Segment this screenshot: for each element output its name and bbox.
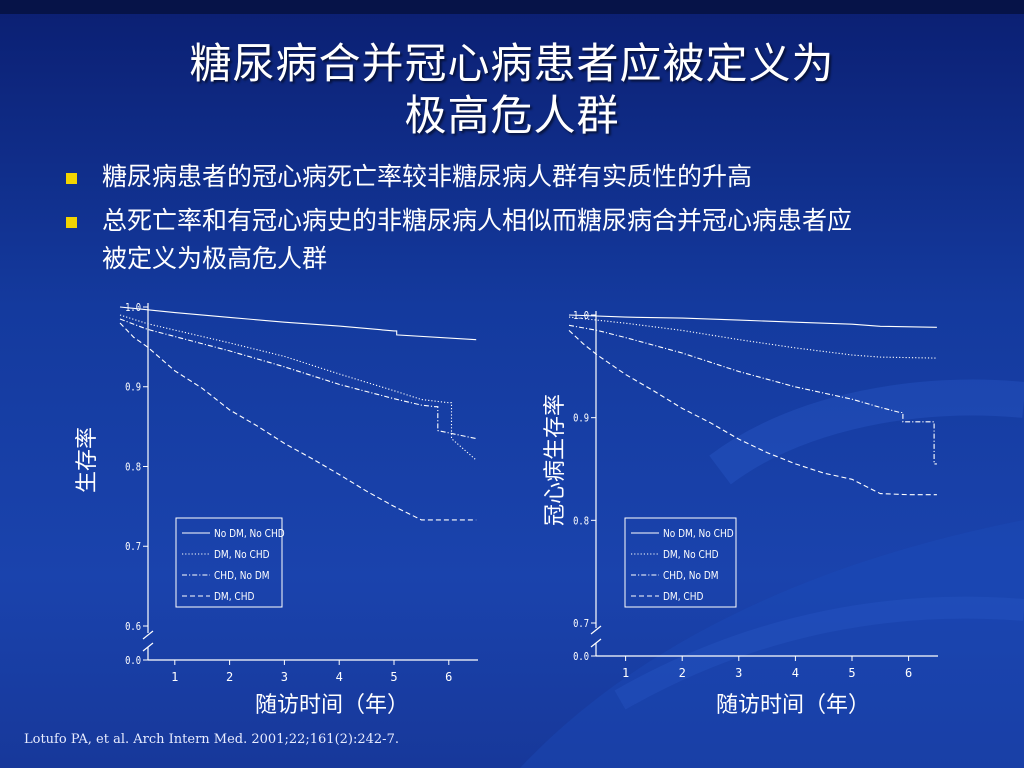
legend-label: DM, No CHD bbox=[214, 549, 270, 561]
y-tick-label: 0.0 bbox=[573, 651, 589, 663]
series-line-dm-chd bbox=[568, 329, 937, 496]
title-line-1: 糖尿病合并冠心病患者应被定义为 bbox=[189, 39, 835, 88]
axis-break-mark bbox=[590, 625, 602, 635]
series-line-dm-no-chd bbox=[568, 316, 937, 359]
series-line-no-dm-no-chd bbox=[568, 314, 937, 328]
y-tick-label: 0.0 bbox=[125, 655, 141, 667]
chart-group: 0.0 0.7 0.8 0.9 1.0 1 2 3 4 5 6 随访时间（年） 冠心病生存率 No DM,… bbox=[543, 310, 938, 718]
legend-label: No DM, No CHD bbox=[214, 528, 285, 540]
legend-label: DM, No CHD bbox=[663, 549, 719, 561]
x-tick-label: 6 bbox=[905, 666, 912, 680]
series-line-no-dm-no-chd bbox=[119, 306, 477, 341]
x-tick-label: 5 bbox=[848, 666, 855, 680]
x-axis-label: 随访时间（年） bbox=[255, 693, 409, 718]
legend: No DM, No CHD DM, No CHD CHD, No DM DM, CHD bbox=[175, 517, 285, 608]
series-line-dm-chd bbox=[119, 322, 477, 521]
square-bullet-icon bbox=[66, 217, 77, 228]
legend-label: DM, CHD bbox=[663, 591, 704, 603]
y-tick-label: 1.0 bbox=[573, 310, 589, 322]
x-tick-label: 3 bbox=[281, 670, 288, 684]
y-tick-label: 0.8 bbox=[573, 515, 589, 527]
legend-box bbox=[624, 517, 737, 608]
x-tick-label: 1 bbox=[171, 670, 178, 684]
series-line-chd-no-dm bbox=[568, 324, 937, 465]
title-line-2: 极高危人群 bbox=[404, 91, 620, 140]
axis-break-mark bbox=[142, 630, 154, 640]
slide-title: 糖尿病合并冠心病患者应被定义为 极高危人群 bbox=[0, 38, 1024, 142]
square-bullet-icon bbox=[66, 173, 77, 184]
bullet-text-2-cont: 被定义为极高危人群 bbox=[102, 244, 328, 273]
bullet-text-2: 总死亡率和有冠心病史的非糖尿病人相似而糖尿病合并冠心病患者应 bbox=[102, 206, 853, 235]
series-line-chd-no-dm bbox=[119, 318, 477, 440]
y-tick-label: 0.7 bbox=[573, 618, 589, 630]
top-band bbox=[0, 0, 1024, 14]
x-tick-label: 3 bbox=[735, 666, 742, 680]
legend-box bbox=[175, 517, 283, 608]
y-axis-label: 冠心病生存率 bbox=[543, 394, 568, 526]
legend-label: No DM, No CHD bbox=[663, 528, 734, 540]
x-tick-label: 5 bbox=[390, 670, 397, 684]
axis-break-mark bbox=[590, 638, 602, 648]
x-tick-label: 4 bbox=[792, 666, 799, 680]
x-tick-label: 4 bbox=[336, 670, 343, 684]
x-axis-label: 随访时间（年） bbox=[716, 693, 870, 718]
y-tick-label: 0.7 bbox=[125, 541, 141, 553]
legend-label: CHD, No DM bbox=[214, 570, 270, 582]
legend-label: DM, CHD bbox=[214, 591, 255, 603]
x-tick-label: 1 bbox=[622, 666, 629, 680]
legend-label: CHD, No DM bbox=[663, 570, 719, 582]
axis-break-mark bbox=[142, 642, 154, 652]
bullet-item-2: 总死亡率和有冠心病史的非糖尿病人相似而糖尿病合并冠心病患者应 被定义为极高危人群 bbox=[60, 202, 980, 278]
bullet-item-1: 糖尿病患者的冠心病死亡率较非糖尿病人群有实质性的升高 bbox=[60, 158, 980, 196]
x-tick-label: 2 bbox=[226, 670, 233, 684]
x-tick-label: 2 bbox=[679, 666, 686, 680]
series-line-dm-no-chd bbox=[119, 314, 477, 461]
citation: Lotufo PA, et al. Arch Intern Med. 2001;… bbox=[24, 732, 399, 747]
y-tick-label: 0.8 bbox=[125, 462, 141, 474]
y-tick-label: 0.9 bbox=[573, 413, 589, 425]
y-tick-label: 0.6 bbox=[125, 621, 141, 633]
y-tick-label: 0.9 bbox=[125, 382, 141, 394]
legend: No DM, No CHD DM, No CHD CHD, No DM DM, CHD bbox=[624, 517, 737, 608]
bullet-list: 糖尿病患者的冠心病死亡率较非糖尿病人群有实质性的升高 总死亡率和有冠心病史的非糖… bbox=[60, 158, 980, 284]
bullet-text-1: 糖尿病患者的冠心病死亡率较非糖尿病人群有实质性的升高 bbox=[102, 162, 753, 191]
x-tick-label: 6 bbox=[445, 670, 452, 684]
y-axis-label: 生存率 bbox=[75, 427, 100, 493]
